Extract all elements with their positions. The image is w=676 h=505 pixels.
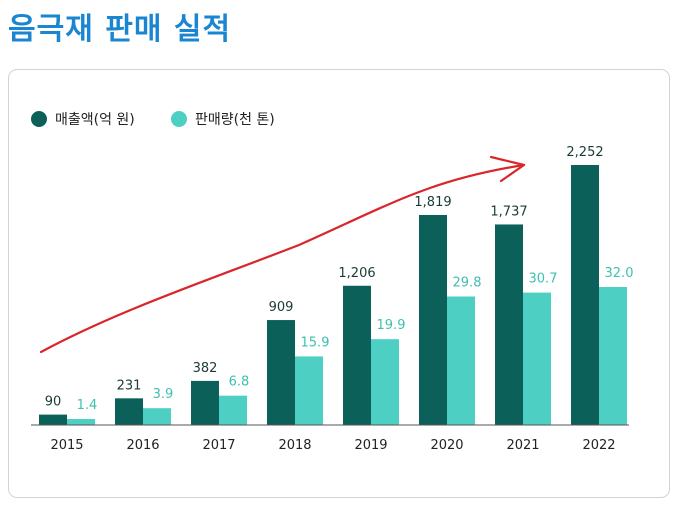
bar-volume-2019 [371, 339, 399, 425]
x-tick-2016: 2016 [126, 438, 159, 453]
x-tick-2019: 2019 [354, 438, 387, 453]
bar-sales-2017 [191, 380, 219, 425]
label-sales-2020: 1,819 [414, 195, 451, 210]
label-volume-2017: 6.8 [229, 375, 250, 390]
label-sales-2019: 1,206 [338, 266, 375, 281]
x-tick-2017: 2017 [202, 438, 235, 453]
bar-sales-2020 [419, 214, 447, 425]
x-tick-2020: 2020 [430, 438, 463, 453]
page-title: 음극재 판매 실적 [8, 12, 232, 47]
bar-sales-2015 [39, 414, 67, 425]
x-tick-2015: 2015 [50, 438, 83, 453]
legend: 매출액(억 원) 판매량(천 톤) [31, 111, 275, 128]
label-volume-2018: 15.9 [301, 335, 330, 350]
trend-arrow [39, 155, 526, 354]
label-sales-2016: 231 [117, 378, 142, 393]
legend-marker-sales [31, 111, 47, 127]
label-sales-2017: 382 [193, 361, 218, 376]
bar-sales-2022 [571, 165, 599, 425]
label-volume-2020: 29.8 [453, 275, 482, 290]
sales-volume-bar-chart: 매출액(억 원) 판매량(천 톤) 90 1.4 231 3.9 382 6.8 909 15… [31, 111, 634, 453]
trend-arrow-head [489, 155, 526, 183]
label-sales-2015: 90 [45, 395, 62, 410]
bar-volume-2017 [219, 395, 247, 425]
bar-sales-2021 [495, 224, 523, 425]
legend-marker-volume [171, 111, 187, 127]
label-sales-2018: 909 [269, 300, 294, 315]
chart-card: 매출액(억 원) 판매량(천 톤) 90 1.4 231 3.9 382 6.8 909 15… [8, 69, 670, 498]
legend-label-volume: 판매량(천 톤) [195, 112, 275, 128]
label-volume-2016: 3.9 [153, 387, 174, 402]
bar-sales-2019 [343, 285, 371, 425]
label-volume-2015: 1.4 [77, 398, 98, 413]
bar-volume-2018 [295, 356, 323, 425]
bar-volume-2022 [599, 287, 627, 425]
x-tick-2021: 2021 [506, 438, 539, 453]
bar-sales-2016 [115, 398, 143, 425]
x-tick-2022: 2022 [582, 438, 615, 453]
label-sales-2022: 2,252 [566, 145, 603, 160]
bar-volume-2015 [67, 418, 95, 425]
value-labels: 90 1.4 231 3.9 382 6.8 909 15.9 1,206 19.9 1,819 29… [45, 145, 634, 413]
bar-volume-2016 [143, 408, 171, 425]
bar-volume-2021 [523, 292, 551, 425]
label-sales-2021: 1,737 [490, 204, 527, 219]
x-axis-ticks: 2015 2016 2017 2018 2019 2020 2021 2022 [50, 438, 615, 453]
label-volume-2019: 19.9 [377, 318, 406, 333]
bars [39, 165, 627, 425]
x-tick-2018: 2018 [278, 438, 311, 453]
bar-volume-2020 [447, 296, 475, 425]
legend-label-sales: 매출액(억 원) [55, 112, 135, 128]
label-volume-2021: 30.7 [529, 272, 558, 287]
bar-sales-2018 [267, 320, 295, 425]
label-volume-2022: 32.0 [605, 266, 634, 281]
trend-arrow-curve [39, 163, 526, 354]
